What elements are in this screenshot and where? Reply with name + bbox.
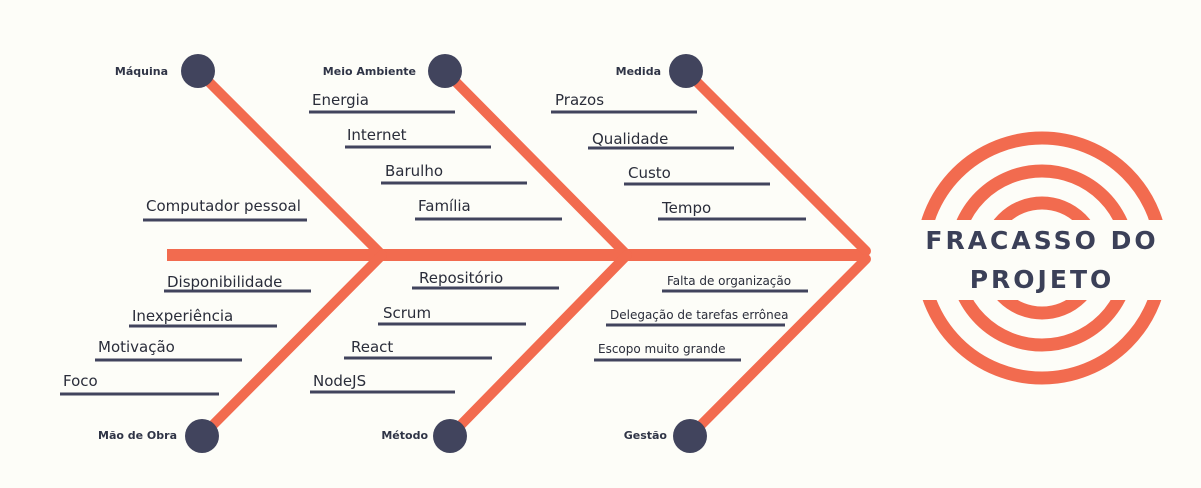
bone-mao-de-obra <box>197 250 387 441</box>
dot-maquina <box>181 54 215 88</box>
bone-maquina <box>193 66 387 260</box>
cause-gestao-1: Falta de organização <box>667 274 791 288</box>
cause-meio-4: Família <box>418 197 471 215</box>
category-label-metodo: Método <box>381 429 428 442</box>
cause-meio-3: Barulho <box>385 162 443 180</box>
cause-meio-2: Internet <box>347 126 407 144</box>
cause-mao-2: Inexperiência <box>132 307 233 325</box>
cause-medida-3: Custo <box>628 164 671 182</box>
category-label-maquina: Máquina <box>115 65 168 78</box>
dot-mao-de-obra <box>185 419 219 453</box>
head-title-line1: FRACASSO DO <box>925 226 1158 255</box>
bone-gestao <box>685 254 871 441</box>
dot-meio-ambiente <box>428 54 462 88</box>
cause-mao-1: Disponibilidade <box>167 273 282 291</box>
cause-underlines <box>60 110 808 396</box>
dot-metodo <box>433 419 467 453</box>
category-label-gestao: Gestão <box>624 429 668 442</box>
head-title-line2: PROJETO <box>970 265 1115 294</box>
cause-mao-4: Foco <box>63 372 98 390</box>
category-label-meio-ambiente: Meio Ambiente <box>323 65 416 78</box>
dot-medida <box>669 54 703 88</box>
cause-mao-3: Motivação <box>98 338 175 356</box>
cause-meio-1: Energia <box>312 91 369 109</box>
cause-metodo-1: Repositório <box>419 269 503 287</box>
cause-metodo-2: Scrum <box>383 304 431 322</box>
dot-gestao <box>673 419 707 453</box>
category-label-medida: Medida <box>616 65 661 78</box>
cause-maquina-1: Computador pessoal <box>146 197 301 215</box>
cause-gestao-2: Delegação de tarefas errônea <box>610 308 788 322</box>
cause-medida-2: Qualidade <box>592 130 668 148</box>
cause-medida-4: Tempo <box>661 199 711 217</box>
cause-metodo-3: React <box>351 338 393 356</box>
bone-metodo <box>445 250 632 441</box>
cause-medida-1: Prazos <box>555 91 604 109</box>
head-target: FRACASSO DO PROJETO <box>905 131 1181 385</box>
category-label-mao-de-obra: Mão de Obra <box>98 429 177 442</box>
bone-meio-ambiente <box>440 66 632 260</box>
cause-metodo-4: NodeJS <box>313 372 366 390</box>
head-label-backdrop <box>905 220 1181 300</box>
bone-medida <box>681 66 871 256</box>
cause-gestao-3: Escopo muito grande <box>598 342 726 356</box>
